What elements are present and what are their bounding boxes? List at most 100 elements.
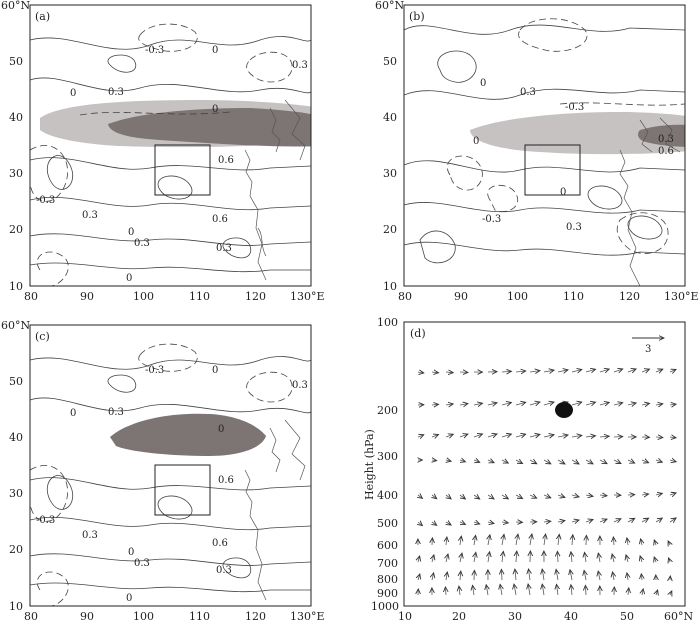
wind-vector [473, 434, 483, 437]
map-frame [29, 4, 312, 287]
contour-label: 0 [70, 88, 76, 99]
wind-vector [473, 460, 480, 462]
wind-vector [655, 404, 663, 405]
y-tick-label: 60°N [1, 319, 30, 332]
wind-vector [571, 552, 572, 563]
contour-label: 0.3 [216, 243, 232, 254]
contour-label: -0.3 [36, 195, 55, 206]
x-tick-label: 50 [620, 610, 634, 623]
y-tick-label: 600 [377, 539, 398, 552]
contour-label: -0.3 [482, 214, 501, 225]
x-tick-label: 120 [619, 290, 640, 303]
wind-vector [613, 403, 623, 405]
wind-vector [641, 494, 649, 495]
contour-label: 0 [560, 187, 566, 198]
y-tick-label: 20 [383, 223, 397, 236]
x-tick-label: 100 [133, 610, 154, 623]
wind-vector [446, 495, 451, 499]
wind-vector [432, 555, 434, 563]
contour-label: 0 [212, 104, 218, 115]
wind-vector [529, 402, 540, 405]
wind-vector [585, 460, 593, 464]
wind-vector [627, 518, 635, 522]
panel-label-c: (c) [35, 330, 50, 343]
contour-label: -0.3 [145, 365, 164, 376]
wind-vector [514, 584, 516, 596]
wind-vector [488, 535, 490, 546]
wind-vector [515, 460, 523, 464]
contour-label: 0.3 [292, 380, 308, 391]
wind-vector [515, 495, 523, 499]
contour-label: 0.3 [658, 134, 674, 145]
x-tick-label: 130°E [664, 290, 699, 303]
wind-vector [418, 522, 422, 526]
wind-vector [529, 434, 540, 437]
wind-vector [446, 460, 451, 461]
wind-vector [668, 541, 670, 545]
wind-vector [544, 534, 546, 546]
x-tick-label: 100 [133, 290, 154, 303]
contour-label: -0.3 [565, 102, 584, 113]
contour-label: 0.3 [108, 87, 124, 98]
wind-vector [627, 538, 628, 546]
contour-label: 0 [212, 365, 218, 376]
wind-vector [626, 555, 628, 563]
y-tick-label: 60°N [375, 0, 404, 12]
wind-vector [654, 557, 656, 562]
wind-vector [570, 570, 572, 581]
wind-vector [613, 519, 621, 522]
y-tick-label: 30 [383, 167, 397, 180]
panel-label-d: (d) [410, 327, 426, 340]
jet-core-marker [555, 402, 573, 418]
contour-label: 0.6 [212, 214, 228, 225]
wind-vector [627, 573, 628, 581]
wind-vector [598, 553, 600, 563]
contour-label: 0.6 [658, 146, 674, 157]
y-tick-label: 30 [9, 167, 23, 180]
wind-vector [445, 434, 453, 437]
contour-label: 0.3 [82, 210, 98, 221]
wind-vector [459, 495, 465, 499]
contour-label: 0.6 [218, 155, 234, 166]
wind-vector [599, 402, 609, 405]
wind-vector [543, 402, 554, 405]
panel-label-a: (a) [35, 10, 50, 23]
panel-c: (c) -0.3 0 0.3 0 0.6 -0.3 0.3 0.6 0.3 0 … [1, 319, 325, 623]
wind-vector [558, 534, 559, 546]
wind-vector [515, 434, 526, 437]
wind-vector [557, 584, 559, 596]
wind-vector [670, 591, 672, 595]
contour-label: 0.6 [212, 538, 228, 549]
wind-vector [460, 536, 461, 546]
wind-vector [529, 495, 537, 498]
wind-vector [446, 572, 447, 581]
wind-vector [502, 534, 504, 546]
contour-label: 0.3 [520, 87, 536, 98]
wind-vector [669, 437, 676, 438]
wind-vector [642, 589, 643, 596]
wind-vector [585, 520, 593, 523]
wind-vector [598, 571, 600, 581]
wind-vector [473, 585, 475, 596]
contour-label: 0 [128, 547, 134, 558]
shading-dark [638, 124, 685, 147]
wind-vector [669, 404, 676, 405]
wind-vector [557, 370, 568, 372]
wind-vector [460, 553, 462, 563]
wind-vector [557, 495, 565, 497]
wind-vector [432, 460, 437, 461]
wind-vector [557, 435, 568, 437]
y-tick-label: 50 [9, 375, 23, 388]
contour-label: 0.3 [292, 60, 308, 71]
shading-dark [108, 108, 311, 147]
wind-vector [474, 552, 476, 563]
wind-vector [516, 551, 517, 563]
contour-label: 0.3 [216, 565, 232, 576]
wind-vector [501, 460, 508, 463]
x-tick-label: 110 [189, 610, 210, 623]
y-tick-label: 40 [9, 111, 23, 124]
y-tick-label: 400 [377, 489, 398, 502]
y-tick-label: 100 [377, 316, 398, 329]
panel-a: (a) -0.3 0 0.3 0 0.6 -0.3 0.3 0 0.3 0.6 … [1, 0, 325, 303]
wind-vector [585, 436, 596, 437]
